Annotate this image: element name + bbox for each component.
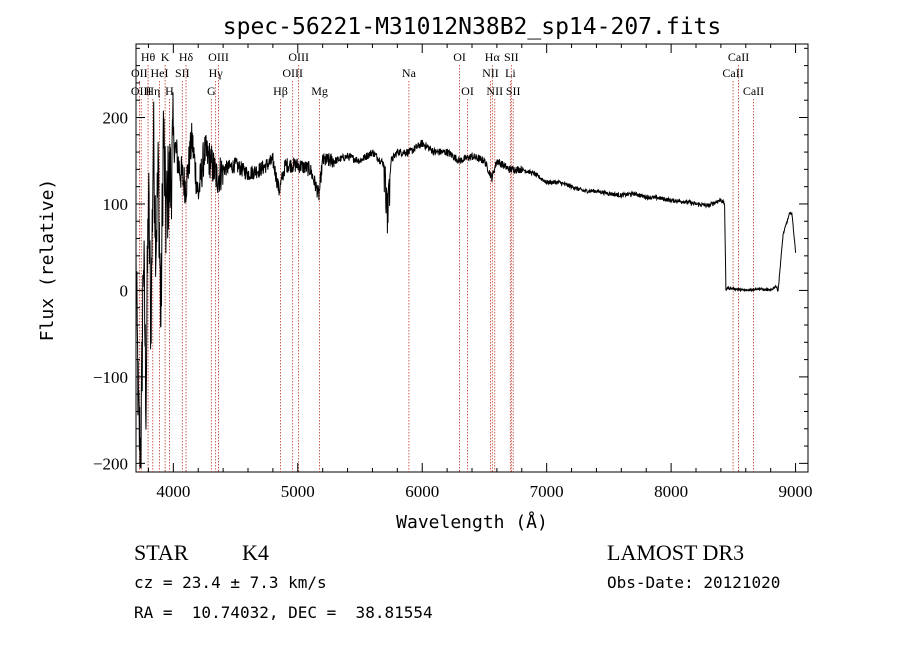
- line-label-oi: OI: [461, 84, 474, 98]
- series-line-flux: [135, 92, 797, 469]
- line-label-sii: SII: [175, 66, 190, 80]
- line-label-na: Na: [402, 66, 417, 80]
- line-label-nii: NII: [486, 84, 503, 98]
- line-label-oiii: OIII: [288, 50, 309, 64]
- line-label-caii: CaII: [728, 50, 749, 64]
- x-tick-label: 7000: [530, 482, 564, 501]
- y-tick-label: 100: [103, 195, 129, 214]
- x-tick-label: 4000: [156, 482, 190, 501]
- line-label-h: H: [165, 84, 174, 98]
- y-axis: −200 −100 0 100 200: [93, 47, 808, 473]
- line-label-hβ: Hβ: [273, 84, 288, 98]
- redshift-value: cz = 23.4 ± 7.3 km/s: [134, 573, 327, 592]
- line-label-hγ: Hγ: [209, 66, 224, 80]
- x-tick-label: 5000: [281, 482, 315, 501]
- line-label-sii: SII: [506, 84, 521, 98]
- line-label-oi: OI: [453, 50, 466, 64]
- line-label-g: G: [207, 84, 216, 98]
- line-label-hθ: Hθ: [141, 50, 156, 64]
- line-label-li: Li: [505, 66, 516, 80]
- x-axis-label: Wavelength (Å): [396, 511, 548, 533]
- line-label-sii: SII: [504, 50, 519, 64]
- line-label-mg: Mg: [311, 84, 328, 98]
- x-tick-label: 9000: [779, 482, 813, 501]
- line-label-oii: OII: [131, 66, 148, 80]
- y-tick-label: −200: [93, 454, 128, 473]
- line-label-oiii: OIII: [131, 84, 152, 98]
- line-label-hη: Hη: [145, 84, 160, 98]
- y-tick-label: −100: [93, 368, 128, 387]
- object-class: STAR: [134, 540, 189, 565]
- x-tick-label: 6000: [405, 482, 439, 501]
- line-label-oiii: OIII: [282, 66, 303, 80]
- line-label-hδ: Hδ: [179, 50, 194, 64]
- coordinates: RA = 10.74032, DEC = 38.81554: [134, 603, 433, 622]
- line-label-hei: HeI: [151, 66, 169, 80]
- line-label-oiii: OIII: [208, 50, 229, 64]
- x-axis: 4000 5000 6000 7000 8000 9000: [147, 44, 813, 501]
- line-label-k: K: [161, 50, 170, 64]
- line-label-caii: CaII: [722, 66, 743, 80]
- chart-title: spec-56221-M31012N38B2_sp14-207.fits: [223, 14, 722, 40]
- line-label-nii: NII: [482, 66, 499, 80]
- object-subclass: K4: [242, 540, 269, 565]
- line-label-hα: Hα: [485, 50, 501, 64]
- observation-date: Obs-Date: 20121020: [607, 573, 781, 592]
- y-tick-label: 0: [120, 281, 129, 300]
- line-label-caii: CaII: [743, 84, 764, 98]
- x-tick-label: 8000: [654, 482, 688, 501]
- y-tick-label: 200: [103, 108, 129, 127]
- y-axis-label: Flux (relative): [37, 179, 58, 342]
- emission-line-markers: [138, 65, 754, 472]
- plot-frame: [135, 43, 809, 473]
- survey-name: LAMOST DR3: [607, 540, 745, 565]
